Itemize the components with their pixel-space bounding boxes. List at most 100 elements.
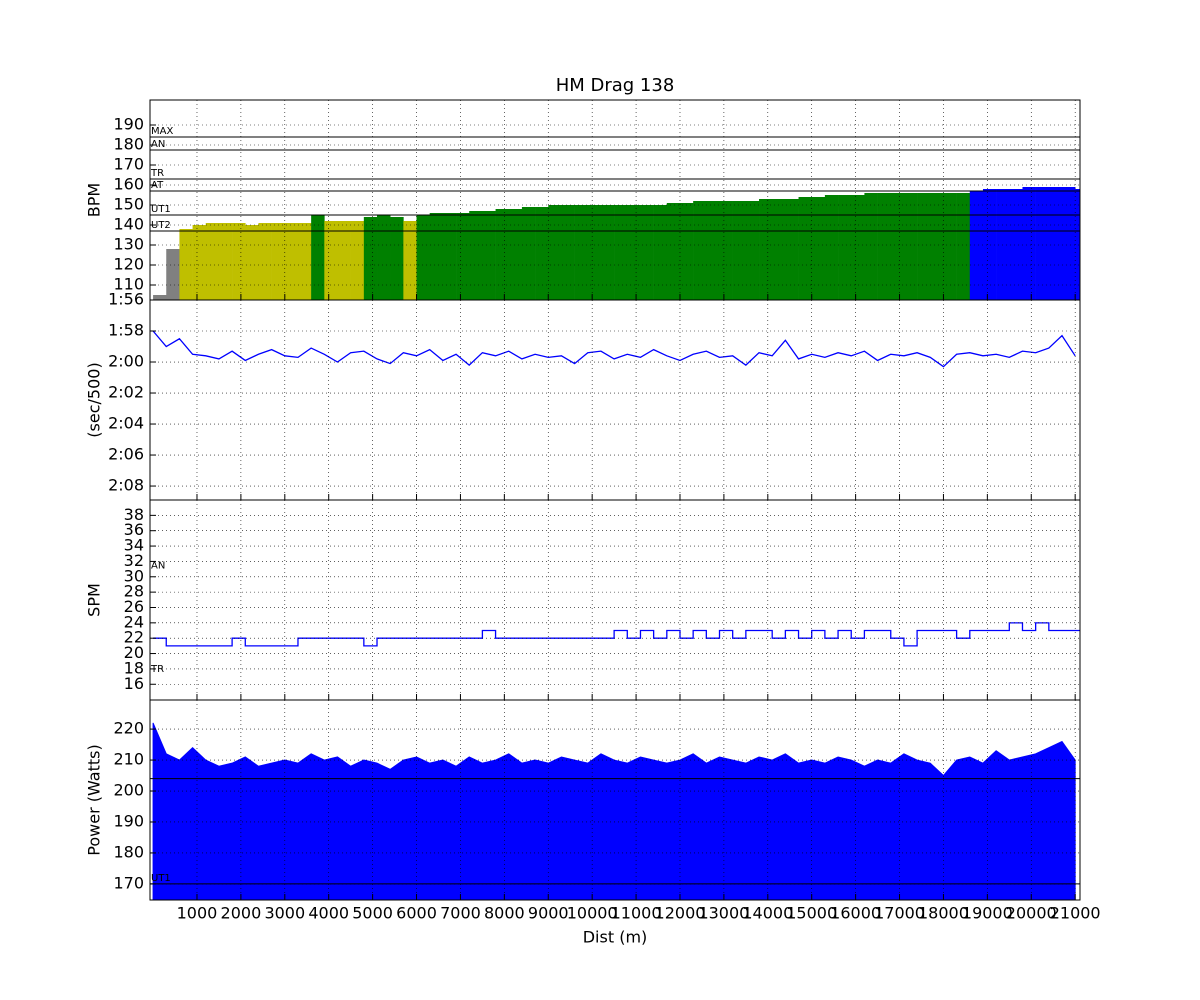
- y-tick-label: 170: [113, 873, 144, 892]
- bar: [179, 229, 193, 300]
- y-tick-label: 2:00: [108, 352, 144, 371]
- y-tick-label: 2:06: [108, 445, 144, 464]
- axes-frame: [149, 299, 1081, 501]
- bar: [824, 195, 839, 300]
- x-tick-label: 15000: [786, 904, 837, 923]
- bar: [930, 193, 944, 300]
- bar: [877, 193, 892, 300]
- spm-line: [153, 622, 1080, 647]
- bar: [1009, 189, 1023, 300]
- y-tick-label: 20: [124, 643, 144, 662]
- chart-title: HM Drag 138: [556, 75, 675, 96]
- bar: [1035, 187, 1050, 300]
- y-tick-label: 1:58: [108, 321, 144, 340]
- bar: [627, 205, 641, 300]
- y-tick-label: 30: [124, 566, 144, 585]
- bar: [706, 201, 720, 300]
- zone-label: UT1: [151, 873, 171, 884]
- plot-area: UT1: [150, 722, 1080, 900]
- y-tick-label: 190: [113, 115, 144, 134]
- bar: [245, 225, 259, 300]
- bar: [666, 203, 681, 300]
- bar: [772, 199, 786, 300]
- pace-line: [152, 330, 1076, 368]
- y-tick-label: 180: [113, 135, 144, 154]
- bar: [759, 199, 773, 300]
- bar: [337, 221, 351, 300]
- bar: [785, 199, 799, 300]
- zone-label: AT: [151, 180, 164, 191]
- bar: [232, 223, 246, 300]
- bar: [403, 221, 417, 300]
- bar: [943, 193, 957, 300]
- y-tick-label: 190: [113, 811, 144, 830]
- zone-label: TR: [150, 664, 164, 675]
- bar: [297, 223, 312, 300]
- y-tick-label: 140: [113, 215, 144, 234]
- bar: [192, 225, 207, 300]
- y-axis-label: BPM: [85, 183, 104, 217]
- x-tick-label: 17000: [874, 904, 925, 923]
- bar: [574, 205, 589, 300]
- bar: [311, 215, 325, 300]
- bar: [679, 203, 694, 300]
- x-tick-label: 1000: [177, 904, 218, 923]
- bar: [535, 207, 549, 300]
- y-tick-label: 160: [113, 175, 144, 194]
- y-tick-label: 170: [113, 155, 144, 174]
- bar: [890, 193, 905, 300]
- bar: [1061, 187, 1076, 300]
- bar: [456, 213, 470, 300]
- bar: [153, 295, 167, 300]
- bar: [732, 201, 747, 300]
- bar: [838, 195, 852, 300]
- zone-label: UT2: [151, 220, 171, 231]
- bar: [864, 193, 878, 300]
- y-tick-label: 200: [113, 781, 144, 800]
- x-axis-label: Dist (m): [583, 928, 648, 947]
- x-tick-label: 10000: [567, 904, 618, 923]
- y-tick-label: 16: [124, 674, 144, 693]
- bar: [719, 201, 733, 300]
- bar: [587, 205, 602, 300]
- x-tick-label: 16000: [830, 904, 881, 923]
- bar: [600, 205, 615, 300]
- y-tick-label: 110: [113, 275, 144, 294]
- y-axis-label: (sec/500): [85, 362, 104, 437]
- x-tick-label: 4000: [308, 904, 349, 923]
- y-tick-label: 32: [124, 551, 144, 570]
- bar: [508, 209, 523, 300]
- bar: [218, 223, 233, 300]
- bar: [390, 217, 404, 300]
- plot-area: AN TR: [150, 560, 1080, 675]
- y-tick-label: 120: [113, 255, 144, 274]
- y-axis-label: Power (Watts): [85, 744, 104, 855]
- bar: [956, 193, 971, 300]
- x-tick-label: 13000: [698, 904, 749, 923]
- zone-label: MAX: [151, 126, 173, 137]
- bar: [521, 207, 536, 300]
- bar: [548, 205, 562, 300]
- y-tick-label: 2:08: [108, 476, 144, 495]
- y-axis-label: SPM: [85, 583, 104, 617]
- bar: [495, 209, 510, 300]
- axes-frame: [149, 699, 1081, 901]
- bar: [482, 211, 496, 300]
- bar: [363, 217, 378, 300]
- x-tick-label: 20000: [1006, 904, 1057, 923]
- y-tick-label: 220: [113, 719, 144, 738]
- plot-area: [152, 330, 1076, 368]
- bar: [969, 191, 984, 300]
- bar: [640, 205, 654, 300]
- bar: [1048, 187, 1063, 300]
- axes-frame: [149, 499, 1081, 701]
- bar: [1022, 187, 1036, 300]
- bar: [614, 205, 628, 300]
- bar: [653, 205, 668, 300]
- bar: [284, 223, 299, 300]
- y-tick-label: 2:02: [108, 383, 144, 402]
- zone-label: AN: [151, 560, 165, 571]
- y-tick-label: 180: [113, 842, 144, 861]
